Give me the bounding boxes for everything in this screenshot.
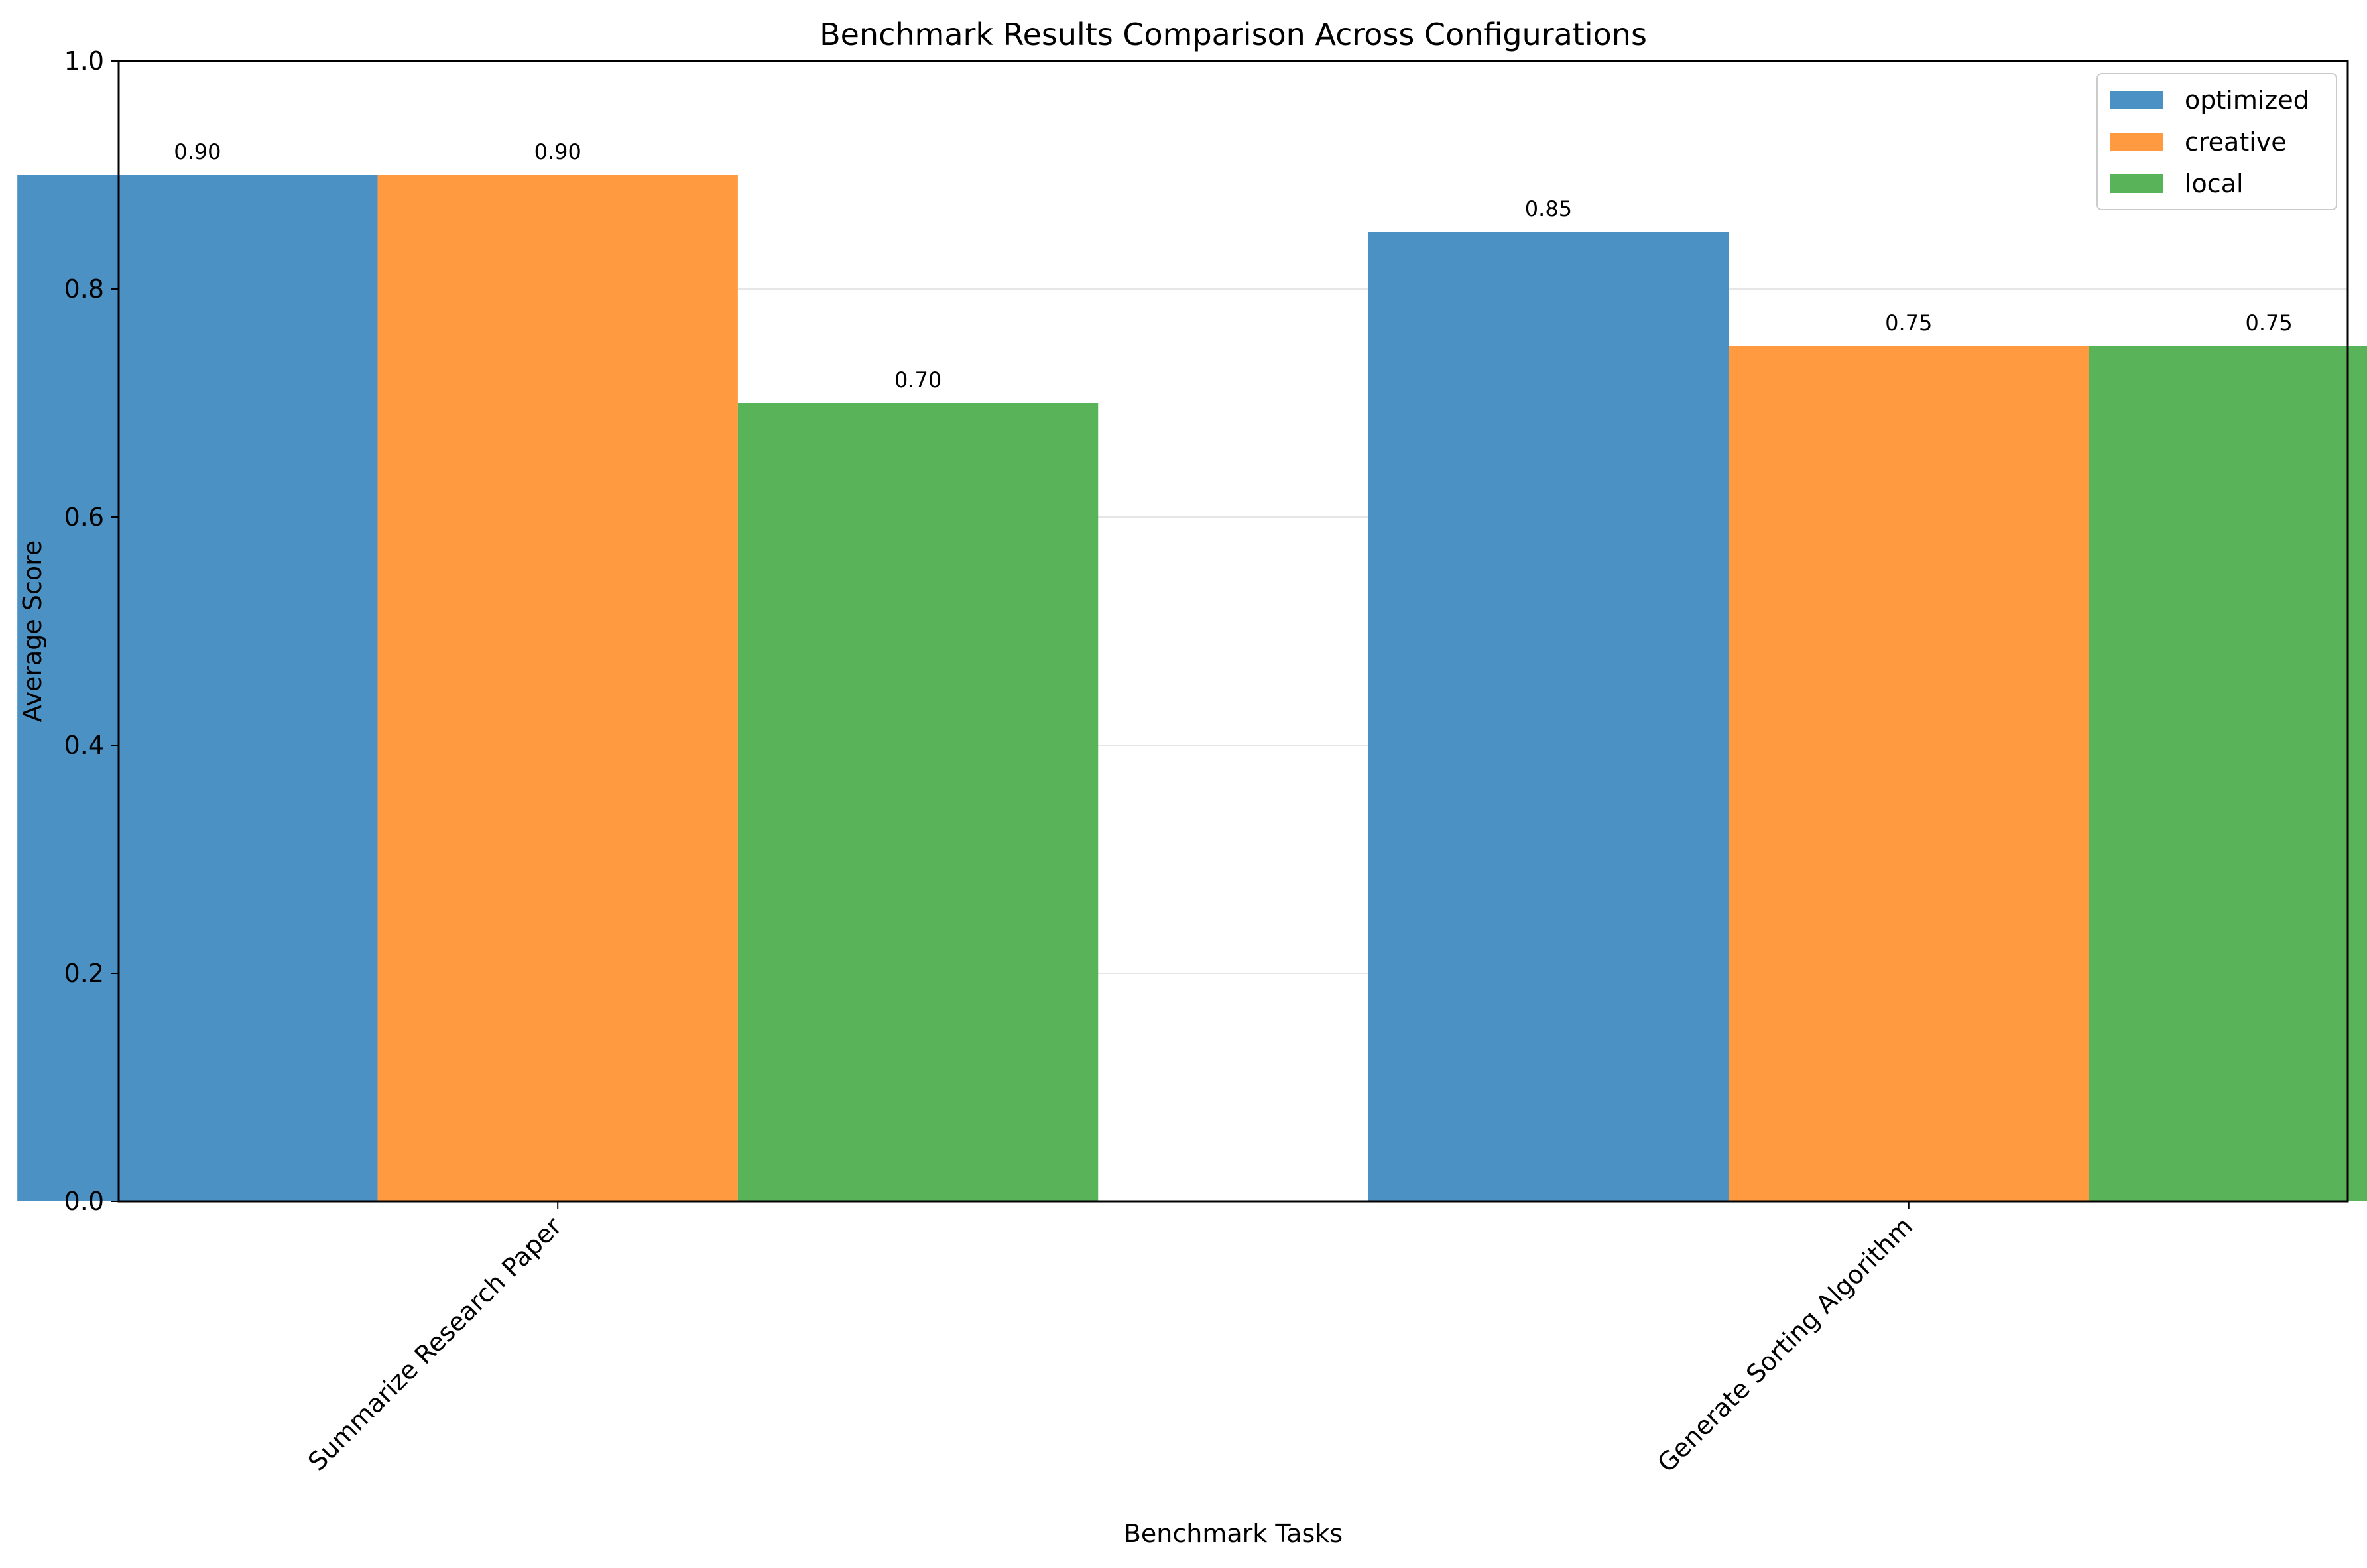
legend-label-local: local [2185, 169, 2244, 198]
bar-local-1 [2089, 346, 2367, 1201]
legend-swatch-local [2110, 174, 2163, 193]
data-label: 0.75 [2246, 310, 2293, 335]
bar-local-0 [737, 403, 1099, 1201]
y-axis-title: Average Score [18, 540, 47, 723]
y-tick-label: 0.2 [64, 959, 104, 988]
legend-label-creative: creative [2185, 127, 2287, 156]
y-tick-label: 1.0 [64, 46, 104, 76]
legend-label-optimized: optimized [2185, 86, 2309, 115]
data-label: 0.70 [894, 367, 941, 392]
data-label: 0.85 [1525, 196, 1572, 221]
legend-swatch-optimized [2110, 91, 2163, 109]
legend-swatch-creative [2110, 133, 2163, 151]
plot-area [117, 60, 2349, 1203]
data-label: 0.90 [174, 139, 221, 164]
bar-optimized-0 [17, 175, 378, 1201]
y-tick-label: 0.6 [64, 503, 104, 532]
legend: optimized creative local [2096, 73, 2337, 210]
bar-creative-1 [1729, 346, 2089, 1201]
x-axis-title: Benchmark Tasks [1124, 1519, 1343, 1548]
data-label: 0.75 [1885, 310, 1932, 335]
y-tick-label: 0.8 [64, 274, 104, 304]
y-tick-label: 0.0 [64, 1187, 104, 1216]
bar-creative-0 [377, 175, 738, 1201]
chart-title: Benchmark Results Comparison Across Conf… [819, 17, 1647, 52]
data-label: 0.90 [534, 139, 581, 164]
bar-optimized-1 [1368, 232, 1729, 1201]
y-tick-label: 0.4 [64, 731, 104, 760]
